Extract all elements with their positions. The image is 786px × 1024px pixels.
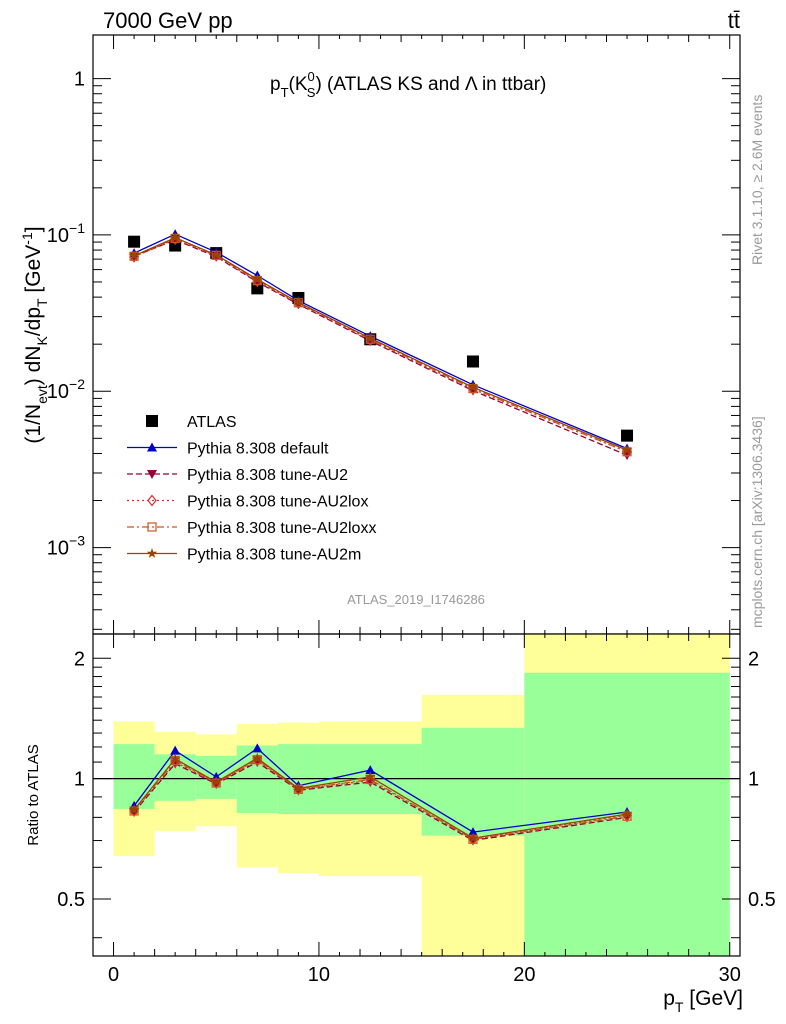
point-au2lox [252, 275, 263, 288]
main-panel: 110−110−210−3 pT(K0 S) (ATLAS KS and Λ in… [19, 34, 741, 635]
main-ylabel: (1/Nevt) dNK/dpT [GeV-1] [19, 226, 50, 443]
ratio-point-default [170, 745, 181, 755]
series-line-au2m [133, 236, 628, 451]
point-data [251, 282, 264, 295]
point-data [466, 355, 479, 368]
legend-label-data: ATLAS [187, 414, 237, 431]
ratio-point-default [252, 743, 263, 753]
series-line-default [133, 233, 628, 450]
x-tick-label: 0 [108, 964, 119, 986]
ratio-ylabel: Ratio to ATLAS [25, 744, 42, 845]
ylabel-a: (1/N [22, 404, 45, 444]
x-tick-label: 20 [513, 964, 535, 986]
point-au2m [169, 232, 181, 243]
x-tick-label: 30 [719, 964, 741, 986]
title-rest: ) (ATLAS KS and Λ in ttbar) [315, 74, 546, 95]
legend-label-au2loxx: Pythia 8.308 tune-AU2loxx [187, 520, 376, 537]
ylabel-evt: evt [34, 385, 50, 404]
xlabel-T: T [675, 999, 684, 1015]
legend-label-au2m: Pythia 8.308 tune-AU2m [187, 547, 361, 564]
point-au2m [621, 444, 633, 455]
ratio-y-tick-label: 1 [74, 769, 85, 791]
y-tick-label: 10−3 [47, 533, 85, 560]
ratio-line-default [133, 747, 628, 833]
ylabel-d: [GeV [22, 245, 45, 299]
legend-marker-data [146, 415, 158, 427]
legend-marker-au2 [147, 470, 157, 479]
point-au2m [467, 381, 479, 392]
ratio-point-default [365, 765, 376, 775]
ratio-panel: 0.5 0.51 12 20 10 20 30 Ratio to ATLAS pT [GeV… [25, 633, 776, 1015]
ylabel-b: ) dN [22, 346, 45, 386]
point-data [128, 235, 141, 248]
ratio-point-au2m [365, 771, 376, 782]
y-tick-label: 10−1 [47, 220, 85, 247]
ratio-point-au2m [128, 804, 140, 815]
title-sub: S [307, 85, 316, 100]
legend-marker-default [147, 442, 157, 452]
series-line-au2loxx [133, 237, 628, 453]
legend-marker-au2m [146, 548, 158, 558]
ratio-line-au2loxx [133, 758, 628, 840]
x-tick-label: 10 [308, 964, 330, 986]
y-tick-label: 1 [74, 69, 85, 91]
analysis-label: ATLAS_2019_I1746286 [347, 592, 485, 607]
ylabel-K: K [34, 336, 50, 346]
title-paren: (K [289, 74, 308, 95]
ratio-point-au2m [211, 776, 222, 787]
rivet-label: Rivet 3.1.10, ≥ 2.6M events [749, 95, 765, 265]
ratio-y-tick-label-right: 0.5 [748, 889, 776, 911]
legend-label-au2lox: Pythia 8.308 tune-AU2lox [187, 494, 368, 511]
point-au2m [211, 249, 222, 260]
ratio-line-au2m [133, 757, 628, 839]
collision-label: 7000 GeV pp [103, 8, 233, 33]
ratio-y-tick-label-right: 1 [748, 769, 759, 791]
legend-label-default: Pythia 8.308 default [187, 441, 329, 458]
x-axis-label: pT [GeV] [663, 987, 743, 1015]
title-T: T [281, 85, 289, 100]
xlabel-unit: [GeV] [683, 987, 743, 1010]
title-sup: 0 [308, 69, 315, 84]
legend-marker-au2lox [147, 494, 157, 507]
ratio-point-au2m [293, 782, 304, 793]
xlabel-p: p [663, 987, 675, 1010]
ratio-point-au2m [621, 808, 633, 819]
ratio-point-au2m [467, 832, 479, 843]
legend-label-au2: Pythia 8.308 tune-AU2 [187, 467, 348, 484]
ratio-y-tick-label-right: 2 [748, 648, 759, 670]
point-au2m [293, 296, 304, 307]
ratio-point-au2m [169, 753, 181, 764]
ratio-point-default [467, 827, 478, 837]
ratio-point-au2m [252, 752, 263, 763]
point-au2m [128, 250, 140, 261]
y-tick-label: 10−2 [47, 376, 85, 403]
ratio-frame [92, 633, 741, 957]
ylabel-c: /dp [22, 307, 45, 336]
point-data [621, 429, 634, 442]
ratio-y-tick-label: 2 [74, 648, 85, 670]
legend: ATLAS Pythia 8.308 default Pythia 8.308 tu… [127, 414, 376, 564]
mcplots-label: mcplots.cern.ch [arXiv:1306.3436] [749, 416, 765, 628]
band-inner [113, 744, 155, 809]
title-p: p [270, 74, 281, 95]
main-frame [92, 34, 741, 635]
ratio-point-au2lox [252, 754, 263, 767]
ylabel-e: ] [22, 226, 45, 232]
ylabel-exp: -1 [19, 232, 35, 245]
point-au2m [252, 273, 263, 284]
legend-marker-au2loxx [147, 522, 157, 532]
ratio-line-au2 [133, 761, 628, 842]
process-label: tt̄ [728, 8, 740, 33]
ratio-y-tick-label: 0.5 [57, 889, 85, 911]
point-au2m [365, 332, 376, 343]
plot-title: pT(K0 S) (ATLAS KS and Λ in ttbar) [270, 69, 546, 100]
ylabel-T: T [34, 298, 50, 307]
